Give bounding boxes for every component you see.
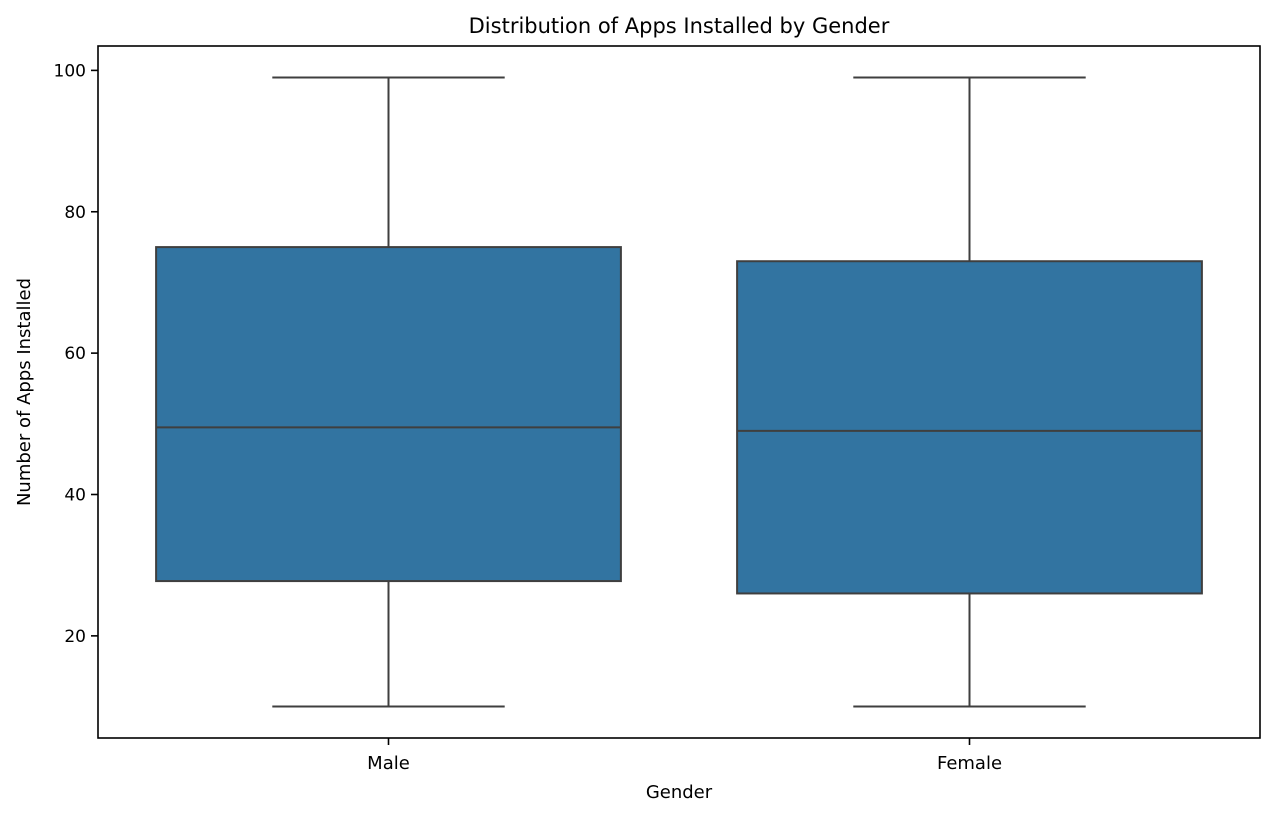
axes: 20 40 60 80 100 Male Female [54, 45, 1261, 774]
plot-area [155, 76, 1203, 708]
chart-title: Distribution of Apps Installed by Gender [469, 14, 890, 38]
y-tick-label-40: 40 [64, 485, 86, 505]
y-tick-label-100: 100 [54, 61, 86, 81]
box-group-male [155, 76, 622, 708]
x-tick-label-female: Female [937, 753, 1002, 774]
y-tick-label-20: 20 [64, 627, 86, 647]
box-group-female [736, 76, 1203, 708]
y-axis-label: Number of Apps Installed [14, 278, 35, 506]
iqr-box-female [736, 260, 1203, 595]
axes-frame [97, 45, 1261, 739]
x-tick-label-male: Male [367, 753, 410, 774]
iqr-box-male [155, 246, 622, 583]
x-axis-label: Gender [646, 782, 713, 803]
y-tick-label-80: 80 [64, 203, 86, 223]
y-tick-label-60: 60 [64, 344, 86, 364]
